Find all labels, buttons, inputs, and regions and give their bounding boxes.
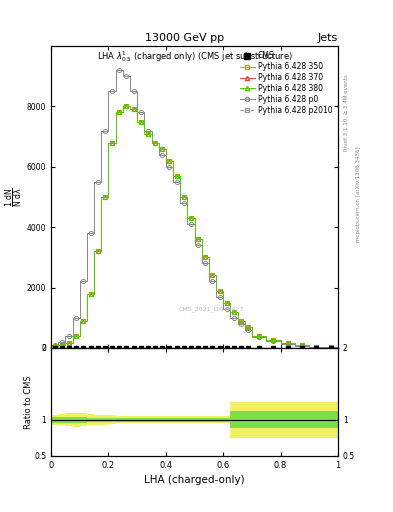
Text: Jets: Jets — [318, 33, 338, 44]
Text: 13000 GeV pp: 13000 GeV pp — [145, 33, 224, 44]
Text: mcplots.cern.ch [arXiv:1306.3436]: mcplots.cern.ch [arXiv:1306.3436] — [356, 147, 361, 242]
Text: Rivet 3.1.10, ≥ 3.4M events: Rivet 3.1.10, ≥ 3.4M events — [344, 74, 349, 151]
Y-axis label: $\frac{1}{\rm N}\frac{{\rm d}N}{{\rm d}\lambda}$: $\frac{1}{\rm N}\frac{{\rm d}N}{{\rm d}\… — [4, 187, 25, 207]
Text: LHA $\lambda^{1}_{0.5}$ (charged only) (CMS jet substructure): LHA $\lambda^{1}_{0.5}$ (charged only) (… — [97, 49, 292, 64]
Legend: CMS, Pythia 6.428 350, Pythia 6.428 370, Pythia 6.428 380, Pythia 6.428 p0, Pyth: CMS, Pythia 6.428 350, Pythia 6.428 370,… — [238, 50, 334, 117]
Y-axis label: Ratio to CMS: Ratio to CMS — [24, 375, 33, 429]
Text: CMS_2021_I1979427: CMS_2021_I1979427 — [179, 306, 244, 312]
X-axis label: LHA (charged-only): LHA (charged-only) — [144, 475, 245, 485]
